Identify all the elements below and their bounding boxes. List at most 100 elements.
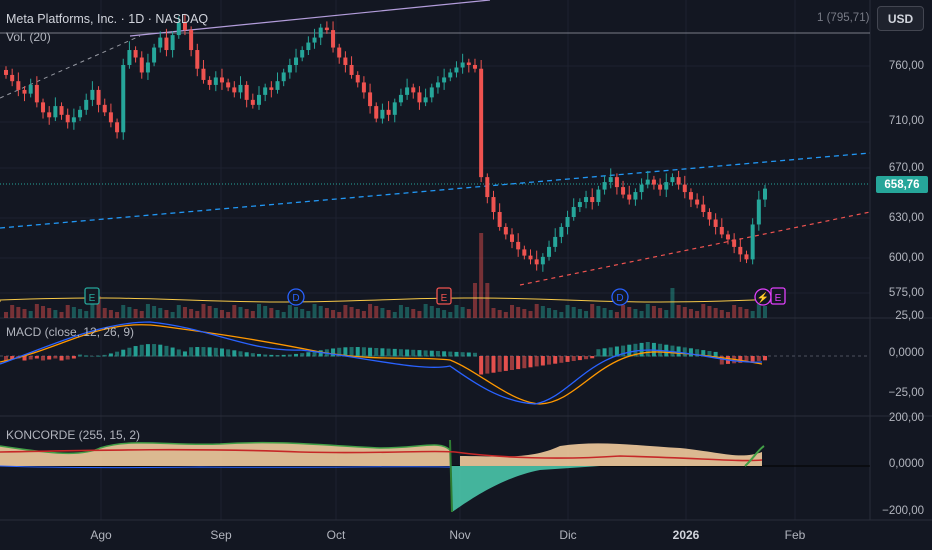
candle-body <box>750 224 755 260</box>
volume-bar <box>479 233 484 318</box>
macd-histogram-bar <box>411 349 416 357</box>
macd-histogram-bar <box>238 351 243 357</box>
volume-bar <box>392 312 397 318</box>
volume-bar <box>485 283 490 318</box>
candle-body <box>744 254 749 260</box>
time-axis-label: Nov <box>449 528 471 542</box>
macd-histogram-bar <box>312 351 317 357</box>
macd-histogram-bar <box>158 344 163 357</box>
volume-bar <box>281 312 286 318</box>
candle-body <box>41 102 46 113</box>
volume-bar <box>491 308 496 318</box>
volume-bar <box>645 304 650 318</box>
volume-bar <box>108 310 113 318</box>
candle-body <box>602 182 607 190</box>
candle-body <box>658 184 663 190</box>
macd-histogram-bar <box>10 356 15 360</box>
macd-histogram-bar <box>127 347 132 357</box>
candle-body <box>71 117 76 123</box>
macd-histogram-bar <box>182 351 187 357</box>
candle-body <box>392 102 397 115</box>
volume-bar <box>750 311 755 318</box>
macd-histogram-bar <box>516 356 521 370</box>
candle-body <box>269 87 274 90</box>
candle-body <box>152 47 157 63</box>
volume-bar <box>195 311 200 318</box>
macd-histogram-bar <box>318 350 323 357</box>
currency-button[interactable]: USD <box>877 6 924 31</box>
macd-pane <box>0 321 870 405</box>
volume-bar <box>207 306 212 318</box>
candle-body <box>547 246 552 257</box>
candle-body <box>540 256 545 265</box>
candle-body <box>28 84 33 94</box>
candle-body <box>257 94 261 105</box>
macd-label[interactable]: MACD (close, 12, 26, 9) <box>6 325 135 339</box>
price-axis-label: 575,00 <box>888 287 924 299</box>
macd-histogram-bar <box>275 354 280 357</box>
volume-bar <box>263 306 268 318</box>
volume-bar <box>219 310 224 318</box>
volume-bar <box>226 312 231 318</box>
volume-bar <box>269 308 274 318</box>
volume-bar <box>596 306 601 318</box>
macd-histogram-bar <box>232 350 237 357</box>
volume-bar <box>454 305 459 318</box>
volume-bar <box>682 307 687 318</box>
volume-bar <box>250 311 255 318</box>
volume-bar <box>127 307 132 318</box>
candle-body <box>145 62 150 73</box>
volume-bar <box>121 305 126 318</box>
volume-bar <box>725 312 730 318</box>
candle-body <box>645 179 650 185</box>
volume-bar <box>621 305 626 318</box>
candle-body <box>510 234 514 242</box>
koncorde-area-orange <box>0 442 450 466</box>
candle-body <box>695 199 700 205</box>
candle-body <box>195 50 200 69</box>
macd-histogram-bar <box>34 356 39 359</box>
volume-bar <box>331 310 336 318</box>
volume-bar <box>460 307 465 318</box>
volume-bar <box>516 307 521 318</box>
candle-body <box>466 62 471 65</box>
symbol-title[interactable]: Meta Platforms, Inc. · 1D · NASDAQ <box>6 12 209 26</box>
candle-body <box>331 30 336 48</box>
macd-histogram-bar <box>71 356 76 359</box>
volume-bar <box>651 306 656 318</box>
macd-histogram-bar <box>250 353 255 357</box>
volume-bar <box>472 283 477 318</box>
koncorde-spike <box>449 439 453 513</box>
volume-bar <box>701 304 706 318</box>
volume-bar <box>374 306 379 318</box>
time-axis-label: Dic <box>559 528 577 542</box>
volume-bar <box>670 288 675 318</box>
macd-histogram-bar <box>41 356 46 361</box>
volume-bar <box>4 312 8 318</box>
last-price-tag: 658,76 <box>876 176 928 193</box>
candle-body <box>614 177 619 188</box>
macd-histogram-bar <box>750 356 755 362</box>
candle-body <box>287 64 292 73</box>
volume-bar <box>744 309 749 318</box>
macd-histogram-bar <box>627 344 632 357</box>
macd-histogram-bar <box>614 346 619 357</box>
price-axis-label: 760,00 <box>888 60 924 72</box>
volume-bar <box>522 309 527 318</box>
candle-body <box>738 246 743 255</box>
chart-grid <box>0 0 932 521</box>
candle-body <box>725 234 730 240</box>
candle-body <box>47 112 52 118</box>
volume-bar <box>10 305 15 318</box>
macd-signal-line <box>0 324 763 405</box>
koncorde-pane <box>0 439 870 513</box>
volume-bar <box>170 312 175 318</box>
volume-indicator-label[interactable]: Vol. (20) <box>6 30 51 44</box>
volume-bar <box>318 306 323 318</box>
volume-bar <box>405 307 410 318</box>
candle-body <box>158 37 163 48</box>
volume-bar <box>664 310 669 318</box>
koncorde-label[interactable]: KONCORDE (255, 15, 2) <box>6 428 141 442</box>
koncorde-axis-label: 200,00 <box>888 412 924 424</box>
